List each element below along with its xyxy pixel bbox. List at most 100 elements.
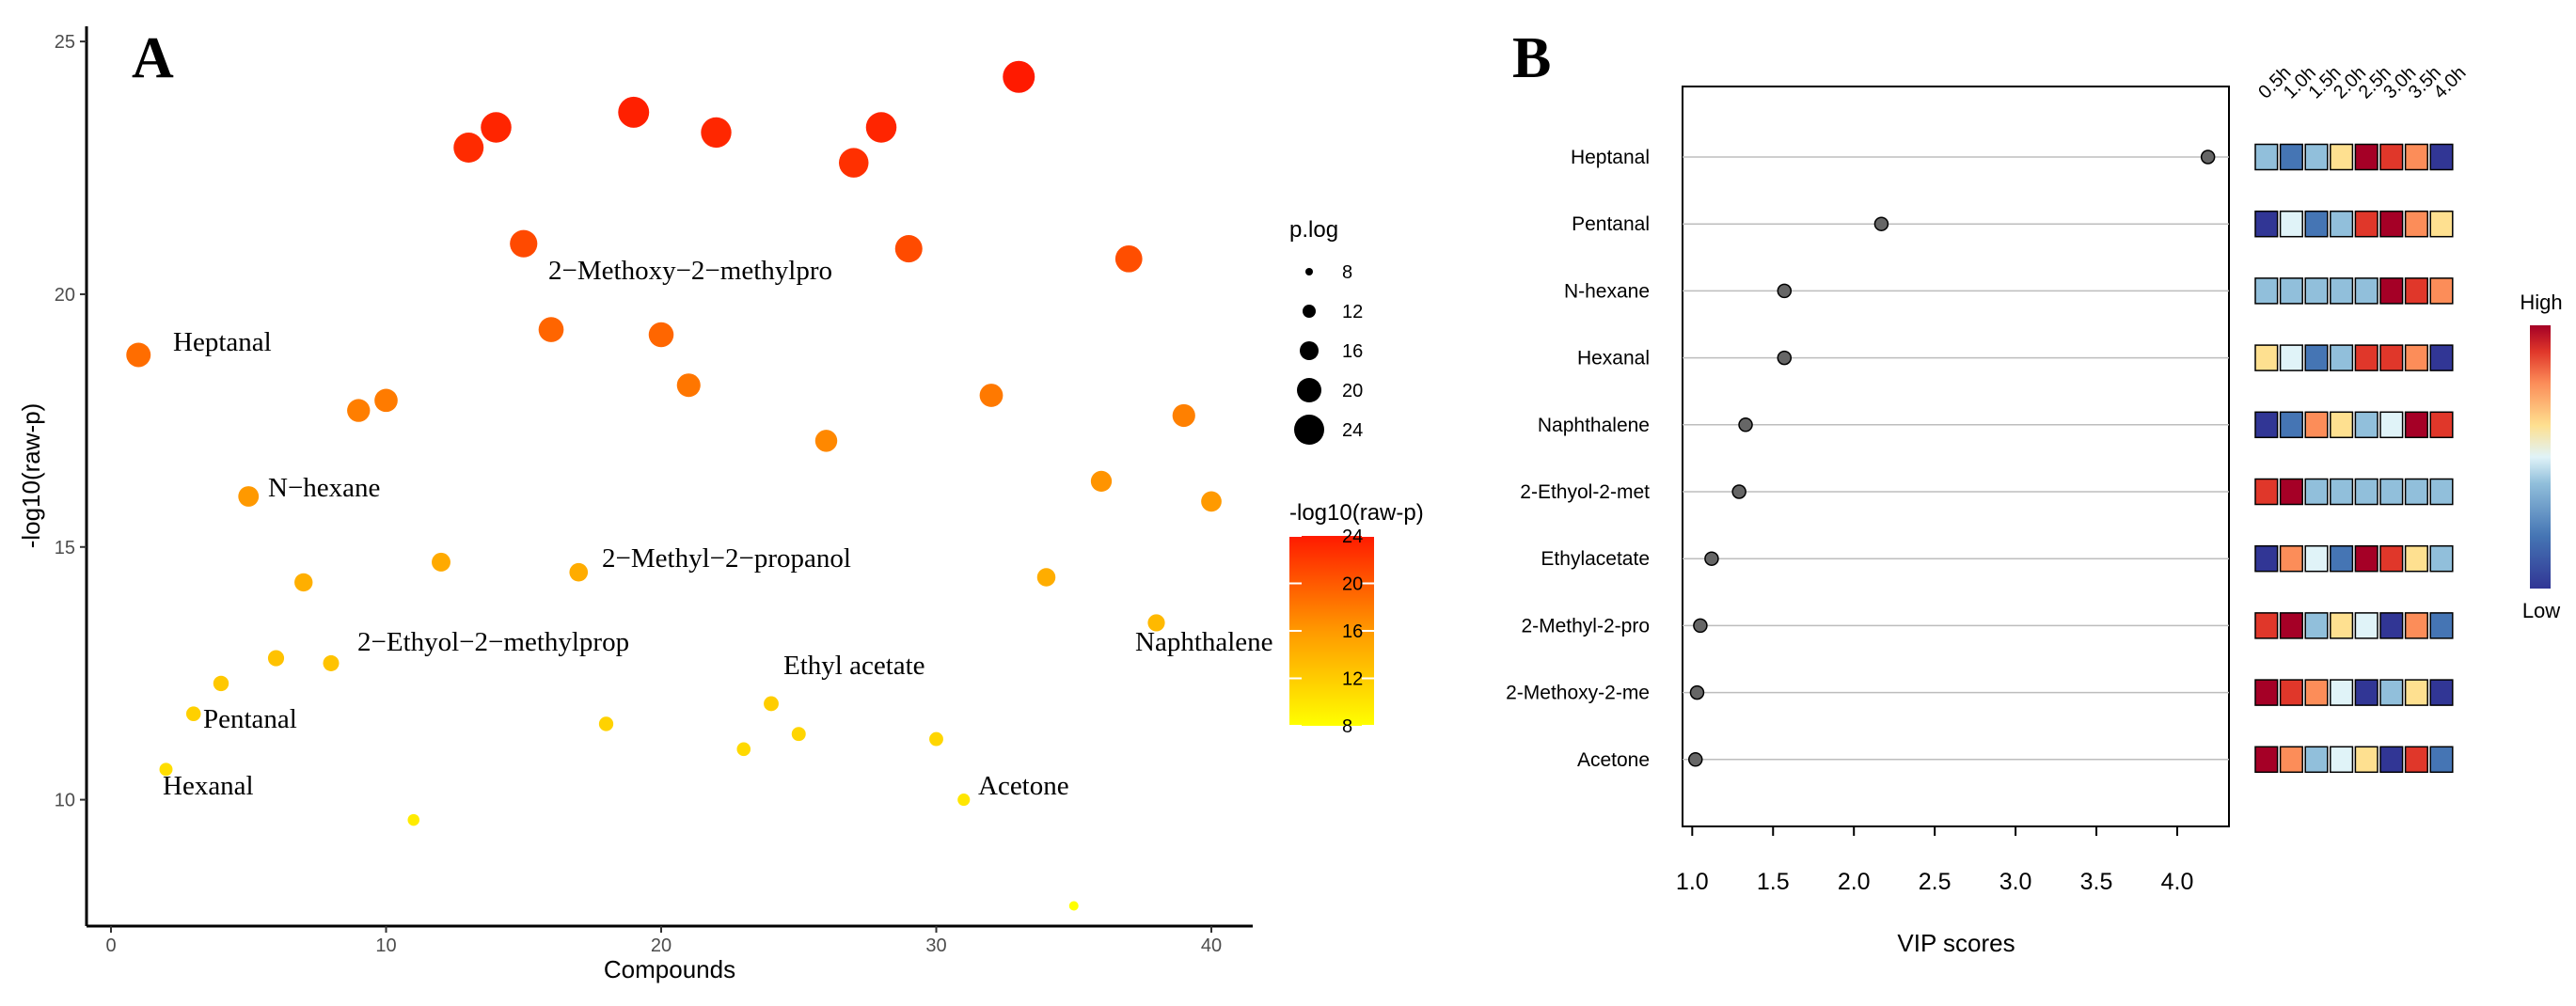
scatter-point <box>126 342 151 368</box>
scatter-point <box>1036 568 1056 587</box>
panel-a-points <box>126 60 1222 911</box>
heatmap-cell <box>2254 210 2279 238</box>
heatmap-cell <box>2404 746 2428 774</box>
panel-a-y-ticks: 10 15 20 25 <box>55 32 87 811</box>
scatter-point <box>569 562 589 582</box>
point-annotation: N−hexane <box>268 473 380 503</box>
point-annotation: Heptanal <box>173 327 272 357</box>
heatmap-cell <box>2279 411 2303 439</box>
scatter-point <box>267 650 285 667</box>
size-legend-label: 24 <box>1342 420 1363 441</box>
size-legend-dot <box>1303 305 1316 318</box>
heatmap-cell <box>2379 544 2404 573</box>
heatmap-cell <box>2304 612 2329 639</box>
color-legend-label: 16 <box>1342 621 1363 642</box>
panel-a-y-axis-title: -log10(raw-p) <box>17 403 45 549</box>
heatmap-cell <box>2330 544 2354 573</box>
heatmap-cell <box>2379 478 2404 506</box>
point-annotation: 2−Methyl−2−propanol <box>602 543 851 574</box>
heatmap-cell <box>2404 344 2428 371</box>
vip-row-label: Acetone <box>1577 749 1650 771</box>
scatter-point <box>929 731 943 747</box>
heatmap-cell <box>2404 143 2428 171</box>
heatmap-legend-low: Low <box>2522 599 2560 622</box>
x-tick-label: 10 <box>375 935 396 956</box>
point-annotation: Naphthalene <box>1135 627 1273 657</box>
heatmap-cell <box>2379 746 2404 774</box>
panel-b-gridlines <box>1683 156 2229 761</box>
color-legend-label: 12 <box>1342 669 1363 690</box>
size-legend-dot <box>1294 415 1324 445</box>
scatter-point <box>957 794 971 807</box>
heatmap-cell <box>2254 746 2279 774</box>
heatmap-legend: High Low <box>2520 291 2562 622</box>
scatter-point <box>323 654 340 671</box>
vip-row-label: N-hexane <box>1564 280 1650 302</box>
vip-row-label: Pentanal <box>1572 213 1650 235</box>
scatter-point <box>432 552 450 572</box>
heatmap-cell <box>2330 277 2354 305</box>
heatmap-cell <box>2354 612 2378 639</box>
color-legend-title: -log10(raw-p) <box>1289 500 1424 526</box>
size-legend-label: 16 <box>1342 341 1363 362</box>
size-legend-dot <box>1297 378 1321 402</box>
scatter-point <box>238 486 260 507</box>
heatmap-cell <box>2330 612 2354 639</box>
heatmap-cell <box>2404 277 2428 305</box>
scatter-point <box>294 573 313 592</box>
vip-x-tick-label: 3.5 <box>2080 869 2113 895</box>
scatter-point <box>407 813 419 826</box>
heatmap-cell <box>2304 746 2329 774</box>
size-legend-label: 8 <box>1342 262 1352 283</box>
heatmap-cell <box>2429 143 2454 171</box>
scatter-point <box>374 388 398 413</box>
heatmap-cell <box>2304 411 2329 439</box>
panel-b-labels: Heptanal Pentanal N-hexane Hexanal Naphthale… <box>1506 147 1650 771</box>
point-annotation: Hexanal <box>163 771 254 801</box>
heatmap-cell <box>2404 478 2428 506</box>
heatmap-cell <box>2254 344 2279 371</box>
heatmap-cell <box>2254 143 2279 171</box>
vip-x-tick-label: 1.0 <box>1676 869 1709 895</box>
scatter-point <box>814 430 838 452</box>
heatmap-cell <box>2354 478 2378 506</box>
y-tick-label: 25 <box>55 32 75 53</box>
size-legend: p.log 8 12 16 20 24 <box>1289 217 1363 445</box>
heatmap-cell <box>2429 746 2454 774</box>
vip-x-tick-label: 1.5 <box>1757 869 1790 895</box>
heatmap-cell <box>2354 411 2378 439</box>
vip-point <box>1704 551 1719 566</box>
scatter-point <box>865 112 897 143</box>
vip-row-label: Ethylacetate <box>1541 548 1650 570</box>
vip-row-label: 2-Methoxy-2-me <box>1506 683 1650 704</box>
heatmap-cell <box>2330 679 2354 706</box>
size-legend-label: 12 <box>1342 302 1363 322</box>
vip-point <box>1777 283 1793 299</box>
y-tick-label: 20 <box>55 285 75 306</box>
scatter-point <box>481 112 512 143</box>
vip-point <box>2200 149 2216 165</box>
heatmap-cell <box>2429 612 2454 639</box>
heatmap-cell <box>2354 544 2378 573</box>
vip-point <box>1689 684 1705 700</box>
y-tick-label: 15 <box>55 538 75 558</box>
heatmap-cell <box>2330 344 2354 371</box>
point-annotation: Acetone <box>978 771 1069 801</box>
heatmap-cell <box>2304 679 2329 706</box>
heatmap-cell <box>2379 612 2404 639</box>
scatter-point <box>764 696 779 712</box>
heatmap-cell <box>2404 679 2428 706</box>
heatmap-cell <box>2429 478 2454 506</box>
heatmap-cell <box>2254 478 2279 506</box>
scatter-point <box>510 229 538 258</box>
heatmap-cell <box>2354 746 2378 774</box>
scatter-point <box>1003 60 1035 93</box>
panel-b-points <box>1688 149 2216 767</box>
vip-point <box>1693 618 1708 634</box>
scatter-point <box>1114 244 1143 273</box>
heatmap-cell <box>2279 612 2303 639</box>
panel-a-annotations: Heptanal N−hexane 2−Methoxy−2−methylpro 2−M… <box>163 256 1273 801</box>
heatmap-cell <box>2330 411 2354 439</box>
size-legend-dot <box>1305 268 1313 275</box>
panel-b-heatmap-columns: 0.5h1.0h1.5h2.0h2.5h3.0h3.5h4.0h <box>2254 62 2470 102</box>
